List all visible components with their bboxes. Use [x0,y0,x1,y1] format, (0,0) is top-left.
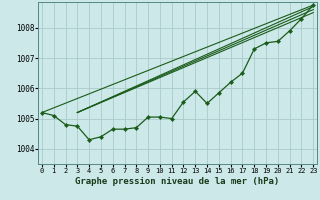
X-axis label: Graphe pression niveau de la mer (hPa): Graphe pression niveau de la mer (hPa) [76,177,280,186]
